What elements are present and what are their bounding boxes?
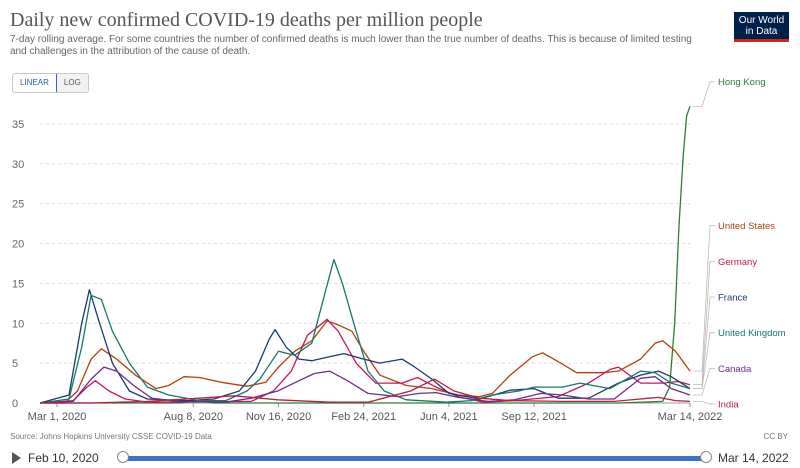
series-line-hong-kong <box>40 106 691 404</box>
series-line-germany <box>39 318 691 404</box>
timeline-start-handle[interactable] <box>117 451 129 463</box>
y-tick-label: 20 <box>12 239 24 251</box>
label-connector-united-kingdom <box>693 332 715 390</box>
linear-scale-button[interactable]: LINEAR <box>12 74 57 92</box>
x-tick-label: Nov 16, 2020 <box>246 411 311 423</box>
series-label-india: India <box>718 400 739 411</box>
owid-logo[interactable]: Our World in Data <box>734 12 789 42</box>
timeline-start-label: Feb 10, 2020 <box>28 451 99 465</box>
timeline-slider[interactable]: Feb 10, 2020 Mar 14, 2022 <box>0 446 800 468</box>
logo-line2: in Data <box>745 26 778 37</box>
x-tick-label: Mar 14, 2022 <box>658 411 723 423</box>
label-connector-united-states <box>693 225 715 372</box>
y-tick-label: 5 <box>12 358 18 370</box>
series-label-canada: Canada <box>718 364 752 375</box>
x-tick-label: Mar 1, 2020 <box>28 411 87 423</box>
label-connector-india <box>693 401 715 405</box>
x-tick-label: Jun 4, 2021 <box>420 411 478 423</box>
series-label-united-states: United States <box>718 221 775 232</box>
play-icon[interactable] <box>12 452 21 464</box>
y-tick-label: 10 <box>12 318 24 330</box>
timeline-end-handle[interactable] <box>700 451 712 463</box>
series-line-united-kingdom <box>39 258 691 404</box>
series-label-germany: Germany <box>718 257 757 268</box>
y-tick-label: 35 <box>12 119 24 131</box>
line-chart: 0 5 10 15 20 25 30 35 Mar 1, 2020 Aug 8, 2020 Nov … <box>12 77 786 423</box>
scale-toggle[interactable]: LINEAR LOG <box>12 73 89 93</box>
log-scale-button[interactable]: LOG <box>56 74 88 92</box>
logo-line1: Our World <box>738 15 785 26</box>
series-line-canada <box>39 366 691 404</box>
series-label-hong-kong: Hong Kong <box>718 77 766 88</box>
series-label-france: France <box>718 293 748 304</box>
source-note: Source: Johns Hopkins University CSSE CO… <box>10 432 212 441</box>
y-tick-label: 15 <box>12 278 24 290</box>
y-tick-label: 0 <box>12 398 18 410</box>
x-tick-label: Feb 24, 2021 <box>331 411 396 423</box>
y-tick-label: 25 <box>12 199 24 211</box>
timeline-end-label: Mar 14, 2022 <box>718 451 789 465</box>
x-tick-label: Sep 12, 2021 <box>501 411 566 423</box>
series-line-france <box>39 289 691 404</box>
x-tick-label: Aug 8, 2020 <box>164 411 223 423</box>
chart-title: Daily new confirmed COVID-19 deaths per … <box>10 9 483 31</box>
series-label-united-kingdom: United Kingdom <box>718 328 786 339</box>
y-tick-label: 30 <box>12 159 24 171</box>
logo-accent-bar <box>734 39 789 42</box>
chart-subtitle: 7-day rolling average. For some countrie… <box>10 34 692 57</box>
series-line-india <box>40 378 691 404</box>
label-connector-germany <box>693 260 715 386</box>
label-connector-hong-kong <box>693 81 715 107</box>
license-label[interactable]: CC BY <box>763 432 788 441</box>
timeline-track[interactable] <box>122 456 706 461</box>
label-connector-canada <box>693 367 715 396</box>
